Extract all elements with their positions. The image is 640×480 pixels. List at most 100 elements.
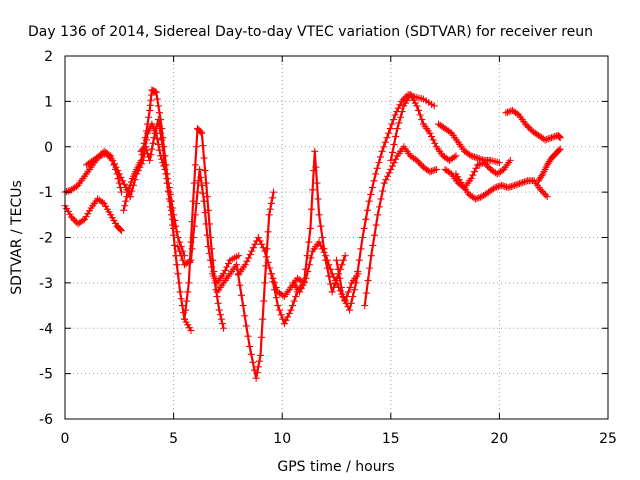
data-point-interpolated [138,160,146,168]
data-point [176,288,184,296]
data-point-interpolated [224,260,232,268]
data-point-interpolated [475,194,483,202]
data-point-interpolated [119,177,127,185]
data-point [306,224,314,232]
data-point-interpolated [555,146,563,154]
data-point-interpolated [198,181,206,189]
data-point-interpolated [99,151,107,159]
data-point-interpolated [144,150,152,158]
data-point-interpolated [197,173,205,181]
data-point-interpolated [136,163,144,171]
data-point [315,211,323,219]
data-point-interpolated [157,129,165,137]
y-axis-label: SDTVAR / TECUs [9,180,25,295]
data-point-interpolated [318,234,326,241]
data-point-interpolated [507,182,515,190]
data-point [202,179,210,187]
data-point-interpolated [153,135,161,143]
y-tick-label: -4 [39,321,53,337]
data-point [167,211,175,219]
data-point-interpolated [380,143,388,151]
data-point-interpolated [269,278,277,286]
data-point-interpolated [469,152,477,160]
series-satellite-track-17 [441,156,514,192]
data-point-interpolated [176,238,184,246]
data-point-interpolated [549,133,557,141]
data-point-interpolated [174,270,182,278]
data-point-interpolated [446,128,454,136]
data-point [141,143,149,151]
data-point-interpolated [266,205,274,213]
data-point-interpolated [376,153,384,161]
data-point [270,188,278,196]
data-point-interpolated [258,333,266,341]
data-point-interpolated [69,215,77,223]
data-point-interpolated [327,265,335,273]
axis-ticks: 0 5 10 15 20 25 -6 -5 -4 -3 -2 -1 0 1 2 [39,49,617,447]
data-point [139,156,147,164]
data-point [115,170,123,178]
data-point [380,179,388,187]
data-point-interpolated [297,285,305,293]
data-point-interpolated [363,206,371,214]
data-point-interpolated [208,263,216,271]
data-point-interpolated [267,199,275,207]
data-point-interpolated [470,168,478,176]
data-point [174,243,182,251]
data-point-interpolated [330,273,338,281]
data-point-interpolated [543,135,551,143]
data-point [346,306,354,314]
data-point [467,175,475,183]
data-point [387,165,395,173]
data-point-interpolated [175,279,183,287]
data-point-interpolated [245,254,253,262]
data-point-interpolated [279,291,287,299]
data-point-interpolated [149,139,157,147]
data-point-interpolated [476,193,484,201]
data-point-interpolated [386,125,394,133]
data-point [248,247,256,255]
data-point-interpolated [320,248,328,256]
data-point-interpolated [199,142,207,150]
data-point-interpolated [158,136,166,144]
data-point-interpolated [218,320,226,328]
data-point [261,247,269,255]
data-point-interpolated [475,160,483,168]
data-point [220,270,228,278]
data-point-interpolated [154,140,162,148]
data-point-interpolated [251,240,259,248]
data-point-interpolated [392,155,400,163]
data-point-interpolated [350,286,358,294]
data-point-interpolated [246,251,254,259]
data-point-interpolated [162,170,170,178]
data-point [239,302,247,310]
data-point [452,152,460,160]
data-point [385,129,393,137]
data-point-interpolated [122,197,130,205]
data-point [261,279,269,287]
data-point-interpolated [514,180,522,188]
data-point [378,147,386,155]
data-point-interpolated [513,110,521,118]
data-point-interpolated [272,294,280,302]
data-point [315,238,323,246]
data-point-interpolated [63,188,71,196]
data-point-interpolated [397,113,405,121]
data-point-interpolated [244,332,252,340]
data-point-interpolated [205,249,213,257]
data-point-interpolated [200,154,208,162]
data-point-interpolated [519,178,527,186]
data-point [146,156,154,164]
data-point-interpolated [179,256,187,264]
data-point-interpolated [367,190,375,198]
data-point-interpolated [120,180,128,188]
data-point-interpolated [507,107,515,115]
data-point [196,165,204,173]
data-point [163,179,171,187]
data-point-interpolated [129,181,137,189]
data-point [235,252,243,260]
data-point-interpolated [275,306,283,314]
data-point-interpolated [325,261,333,269]
data-point-interpolated [431,139,439,147]
